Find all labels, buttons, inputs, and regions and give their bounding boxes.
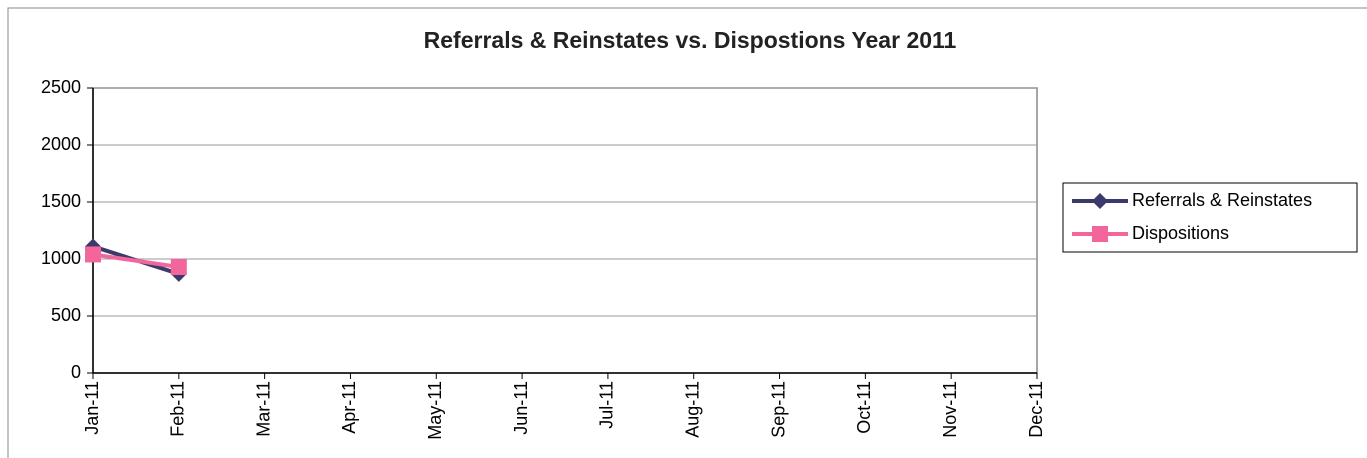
x-tick-label: May-11: [425, 381, 445, 440]
legend-box: [1062, 182, 1358, 253]
y-tick-label: 2500: [41, 77, 81, 97]
marker: [1092, 193, 1108, 209]
plot-area: [92, 87, 1038, 374]
x-tick-label: Feb-11: [168, 381, 188, 437]
legend-label: Dispositions: [1132, 223, 1229, 243]
x-tick-label: Sep-11: [768, 381, 788, 438]
marker: [170, 258, 187, 275]
x-tick-label: Jan-11: [82, 381, 102, 435]
marker: [1092, 226, 1108, 242]
x-tick-label: Mar-11: [253, 381, 273, 437]
y-tick-label: 2000: [41, 134, 81, 154]
x-tick-label: Jul-11: [597, 381, 617, 429]
x-tick-label: Nov-11: [940, 381, 960, 438]
x-tick-label: Jun-11: [511, 381, 531, 435]
series-line: [92, 252, 180, 269]
y-tick-label: 1500: [41, 191, 81, 211]
x-tick-label: Oct-11: [854, 381, 874, 434]
x-tick-label: Aug-11: [682, 381, 702, 438]
legend-label: Referrals & Reinstates: [1132, 190, 1312, 210]
chart-title: Referrals & Reinstates vs. Dispostions Y…: [424, 27, 957, 53]
x-tick-label: Apr-11: [339, 381, 359, 434]
y-tick-label: 500: [51, 305, 81, 325]
y-tick-label: 0: [71, 362, 81, 382]
marker: [85, 246, 101, 263]
y-tick-label: 1000: [41, 248, 81, 268]
x-tick-label: Dec-11: [1026, 381, 1046, 438]
